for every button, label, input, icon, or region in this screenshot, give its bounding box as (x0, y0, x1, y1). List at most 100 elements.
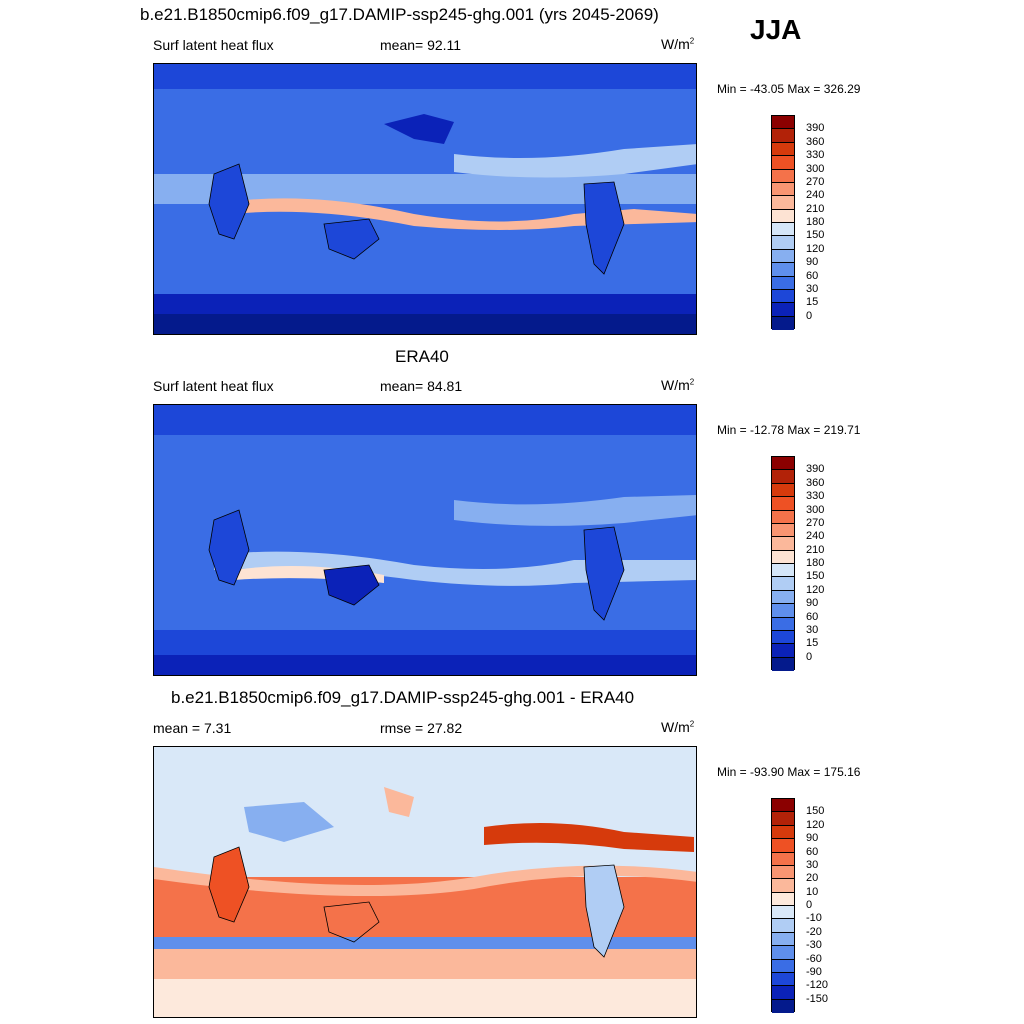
panel3-colorbar-tick: -10 (806, 912, 822, 925)
panel3-colorbar-swatch (772, 919, 794, 933)
panel2-colorbar-tick: 0 (806, 650, 813, 663)
panel3-colorbar-swatch (772, 825, 794, 840)
panel2-colorbar-tick: 210 (806, 543, 825, 556)
panel2-title: ERA40 (395, 347, 449, 366)
panel2-colorbar-swatch (772, 644, 794, 658)
panel1-colorbar-swatch (772, 236, 794, 250)
panel1-colorbar-swatch (772, 156, 794, 170)
panel2-colorbar-tick: 120 (806, 583, 825, 596)
panel1-colorbar-swatch (772, 142, 794, 157)
panel2-colorbar-tick: 15 (806, 637, 819, 650)
panel3-colorbar-swatch (772, 932, 794, 947)
panel3-mean-label: mean = 7.31 (153, 720, 232, 736)
panel2-colorbar-swatch (772, 590, 794, 605)
panel2-colorbar-swatch (772, 470, 794, 484)
panel1-colorbar-swatch (772, 316, 794, 330)
season-label: JJA (750, 14, 802, 45)
panel1-colorbar-swatch (772, 129, 794, 143)
panel3-map (153, 746, 697, 1018)
panel1-colorbar-tick: 90 (806, 256, 819, 269)
panel1-colorbar-swatch (772, 169, 794, 183)
panel2-colorbar-swatch (772, 577, 794, 591)
panel2-colorbar-swatch (772, 537, 794, 551)
panel1-colorbar-tick: 15 (806, 296, 819, 309)
panel3-colorbar-swatch (772, 946, 794, 960)
panel1-colorbar-swatch (772, 209, 794, 223)
panel3-colorbar-swatch (772, 906, 794, 920)
panel1-colorbar-tick: 120 (806, 242, 825, 255)
panel3-colorbar-tick: -60 (806, 952, 822, 965)
panel3-colorbar-tick: 150 (806, 805, 825, 818)
panel3-colorbar-swatch (772, 999, 794, 1013)
panel3-minmax: Min = -93.90 Max = 175.16 (717, 765, 861, 779)
panel3-rmse-label: rmse = 27.82 (380, 720, 463, 736)
panel2-colorbar-swatch (772, 523, 794, 538)
panel1-colorbar-swatch (772, 303, 794, 317)
panel1-colorbar-swatch (772, 196, 794, 210)
panel1-colorbar-tick: 240 (806, 189, 825, 202)
panel2-minmax: Min = -12.78 Max = 219.71 (717, 423, 861, 437)
panel2-colorbar-swatch (772, 630, 794, 645)
panel2-colorbar-swatch (772, 483, 794, 498)
panel2-colorbar-tick: 360 (806, 476, 825, 489)
panel3-colorbar-swatch (772, 799, 794, 813)
panel3-colorbar-swatch (772, 959, 794, 973)
panel3-colorbar-swatch (772, 852, 794, 866)
panel3-colorbar-tick: -120 (806, 979, 829, 992)
panel1-colorbar (771, 115, 795, 330)
panel2-colorbar-swatch (772, 510, 794, 524)
panel2-colorbar-tick: 270 (806, 516, 825, 529)
panel2-colorbar-swatch (772, 617, 794, 631)
panel3-colorbar-swatch (772, 892, 794, 906)
panel1-colorbar-swatch (772, 223, 794, 237)
panel3-units: W/m2 (661, 719, 695, 735)
panel2-variable-label: Surf latent heat flux (153, 378, 274, 394)
panel2-units: W/m2 (661, 377, 695, 393)
panel1-colorbar-tick: 210 (806, 202, 825, 215)
panel2-colorbar-tick: 150 (806, 570, 825, 583)
panel3-colorbar-tick: 90 (806, 832, 819, 845)
panel1-colorbar-tick: 360 (806, 135, 825, 148)
panel2-colorbar-tick: 300 (806, 503, 825, 516)
panel2-colorbar-tick: 390 (806, 463, 825, 476)
panel3-colorbar-tick: 120 (806, 818, 825, 831)
panel3-colorbar-tick: -150 (806, 992, 829, 1005)
panel1-colorbar-tick: 60 (806, 269, 819, 282)
panel3-colorbar-tick: 20 (806, 872, 819, 885)
panel1-map (153, 63, 697, 335)
panel2-colorbar-tick: 90 (806, 597, 819, 610)
panel2-colorbar-swatch (772, 497, 794, 511)
panel3-colorbar-swatch (772, 879, 794, 893)
panel3-colorbar-swatch (772, 986, 794, 1000)
panel3-title: b.e21.B1850cmip6.f09_g17.DAMIP-ssp245-gh… (171, 688, 635, 707)
panel1-colorbar-tick: 270 (806, 175, 825, 188)
panel1-colorbar-swatch (772, 182, 794, 197)
panel1-colorbar-swatch (772, 276, 794, 290)
panel1-colorbar-swatch (772, 289, 794, 304)
panel3-colorbar-swatch (772, 865, 794, 880)
panel3-colorbar-tick: -20 (806, 925, 822, 938)
panel1-mean-label: mean= 92.11 (380, 37, 462, 53)
panel1-colorbar-swatch (772, 116, 794, 130)
panel2-colorbar-swatch (772, 657, 794, 671)
panel1-colorbar-swatch (772, 249, 794, 264)
panel1-colorbar-tick: 180 (806, 216, 825, 228)
panel1-minmax: Min = -43.05 Max = 326.29 (717, 82, 861, 96)
panel2-colorbar-swatch (772, 457, 794, 471)
panel1-colorbar-tick: 300 (806, 162, 825, 175)
panel2-map (153, 404, 697, 676)
panel3-colorbar-tick: 0 (806, 899, 813, 911)
panel3-colorbar-tick: 30 (806, 858, 819, 871)
panel2-colorbar-tick: 330 (806, 490, 825, 503)
panel3-colorbar-swatch (772, 972, 794, 987)
panel2-colorbar-swatch (772, 604, 794, 618)
panel1-colorbar-swatch (772, 263, 794, 277)
panel3-colorbar-swatch (772, 812, 794, 826)
panel2-colorbar-swatch (772, 550, 794, 564)
panel2-colorbar-tick: 60 (806, 610, 819, 623)
panel2-colorbar (771, 456, 795, 671)
panel3-colorbar (771, 798, 795, 1013)
panel3-colorbar-tick: -90 (806, 965, 822, 978)
panel1-units: W/m2 (661, 36, 695, 52)
panel1-colorbar-tick: 30 (806, 282, 819, 295)
